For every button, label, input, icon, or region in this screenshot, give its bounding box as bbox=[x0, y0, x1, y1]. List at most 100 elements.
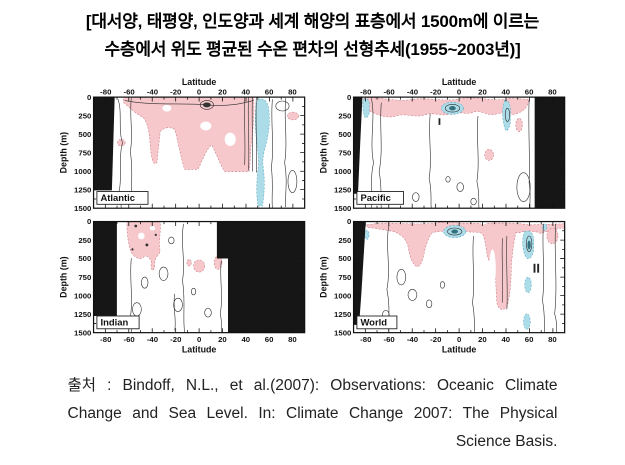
x-tick: 80 bbox=[288, 87, 297, 96]
warming-regions bbox=[116, 97, 299, 172]
panel-label: Indian bbox=[95, 315, 140, 329]
x-tick: -60 bbox=[123, 87, 134, 96]
x-tick: 80 bbox=[548, 87, 557, 96]
y-axis-label: Depth (m) bbox=[318, 132, 328, 173]
y-tick: 500 bbox=[78, 130, 91, 139]
contour-lines bbox=[381, 223, 557, 333]
x-tick: -80 bbox=[100, 87, 111, 96]
plot-frame bbox=[92, 96, 305, 209]
no-data-mask bbox=[353, 221, 366, 325]
y-tick: 1250 bbox=[334, 309, 351, 318]
x-tick: -20 bbox=[430, 87, 441, 96]
y-tick: 1250 bbox=[74, 185, 91, 194]
y-tick: 500 bbox=[338, 254, 351, 263]
title-line-2: 수층에서 위도 평균된 수온 편차의 선형추세(1955~2003년)] bbox=[104, 40, 521, 59]
y-axis-label: Depth (m) bbox=[58, 256, 68, 297]
cooling-regions bbox=[254, 98, 270, 207]
x-tick: 40 bbox=[501, 335, 510, 344]
x-tick: 0 bbox=[456, 87, 460, 96]
y-tick: 250 bbox=[338, 111, 351, 120]
x-tick: 0 bbox=[196, 87, 200, 96]
x-tick-labels: -80 -60 -40 -20 0 20 40 60 80 bbox=[360, 335, 557, 344]
citation-line-1: 출처 : Bindoff, N.L., et al.(2007): Observ… bbox=[67, 376, 558, 394]
y-tick: 250 bbox=[338, 235, 351, 244]
warming-regions bbox=[126, 221, 222, 273]
y-tick: 500 bbox=[338, 130, 351, 139]
citation-line-2: Change and Sea Level. In: Climate Change… bbox=[67, 404, 558, 422]
x-tick: 20 bbox=[218, 87, 227, 96]
y-tick: 750 bbox=[338, 148, 351, 157]
indian-panel: Indian -80 -60 -40 -20 0 20 40 60 80 Lat… bbox=[58, 217, 305, 354]
x-tick: -20 bbox=[170, 87, 181, 96]
x-tick: 40 bbox=[241, 335, 250, 344]
plot-frame bbox=[352, 220, 565, 333]
x-axis-label: Latitude bbox=[181, 344, 216, 354]
x-tick: 60 bbox=[524, 87, 533, 96]
x-tick: 40 bbox=[501, 87, 510, 96]
y-tick: 0 bbox=[347, 217, 351, 226]
no-data-mask bbox=[93, 97, 115, 191]
y-tick: 250 bbox=[78, 235, 91, 244]
title-line-1: [대서양, 태평양, 인도양과 세계 해양의 표층에서 1500m에 이르는 bbox=[85, 12, 540, 31]
source-citation: 출처 : Bindoff, N.L., et al.(2007): Observ… bbox=[68, 372, 558, 456]
warming-regions bbox=[366, 221, 565, 310]
y-tick: 1500 bbox=[334, 328, 351, 337]
y-tick: 1000 bbox=[334, 167, 351, 176]
figure-panels: Latitude -80 -60 -40 -20 0 20 40 60 80 0… bbox=[0, 76, 625, 358]
y-tick: 1500 bbox=[74, 204, 91, 213]
no-data-mask bbox=[353, 97, 565, 209]
y-tick: 500 bbox=[78, 254, 91, 263]
x-tick: -80 bbox=[100, 335, 111, 344]
x-tick-labels: -80 -60 -40 -20 0 20 40 60 80 bbox=[100, 87, 297, 96]
y-tick: 0 bbox=[347, 93, 351, 102]
x-tick: -80 bbox=[360, 87, 371, 96]
y-tick-labels: 0 250 500 750 1000 1250 1500 bbox=[334, 93, 351, 213]
x-tick: -40 bbox=[406, 87, 417, 96]
y-tick-labels: 0 250 500 750 1000 1250 1500 bbox=[74, 93, 91, 213]
y-tick: 750 bbox=[78, 272, 91, 281]
x-tick: -40 bbox=[146, 87, 157, 96]
x-tick: 40 bbox=[241, 87, 250, 96]
x-tick: 20 bbox=[478, 335, 487, 344]
y-tick: 0 bbox=[87, 93, 91, 102]
x-tick: -60 bbox=[383, 87, 394, 96]
x-tick: 0 bbox=[456, 335, 460, 344]
y-axis-label: Depth (m) bbox=[58, 132, 68, 173]
y-tick-labels: 0 250 500 750 1000 1250 1500 bbox=[74, 217, 91, 337]
cooling-regions bbox=[130, 224, 157, 251]
y-tick: 1500 bbox=[334, 204, 351, 213]
x-axis-label: Latitude bbox=[441, 344, 476, 354]
x-tick: 80 bbox=[288, 335, 297, 344]
x-tick: 60 bbox=[524, 335, 533, 344]
x-axis-label: Latitude bbox=[181, 77, 216, 87]
cooling-regions bbox=[362, 98, 511, 131]
x-tick: 0 bbox=[196, 335, 200, 344]
y-tick-labels: 0 250 500 750 1000 1250 1500 bbox=[334, 217, 351, 337]
x-tick: -40 bbox=[146, 335, 157, 344]
y-tick: 1000 bbox=[334, 291, 351, 300]
panel-name: Indian bbox=[100, 317, 128, 328]
no-data-mask bbox=[93, 221, 305, 333]
y-tick: 750 bbox=[78, 148, 91, 157]
x-tick: 60 bbox=[264, 87, 273, 96]
y-tick: 0 bbox=[87, 217, 91, 226]
x-tick: -40 bbox=[406, 335, 417, 344]
panel-label: Pacific bbox=[355, 191, 404, 205]
y-tick: 1250 bbox=[74, 309, 91, 318]
panel-name: World bbox=[360, 317, 387, 328]
y-tick: 1500 bbox=[74, 328, 91, 337]
plot-frame bbox=[92, 220, 305, 333]
x-tick: 80 bbox=[548, 335, 557, 344]
x-tick: -20 bbox=[430, 335, 441, 344]
y-tick: 250 bbox=[78, 111, 91, 120]
cooling-regions bbox=[363, 223, 547, 330]
y-tick: 750 bbox=[338, 272, 351, 281]
world-panel: World -80 -60 -40 -20 0 20 40 60 80 Lati… bbox=[318, 217, 565, 354]
x-tick: 60 bbox=[264, 335, 273, 344]
x-tick: 20 bbox=[478, 87, 487, 96]
plot-frame bbox=[352, 96, 565, 209]
pacific-panel: Latitude -80 -60 -40 -20 0 20 40 60 80 0… bbox=[318, 77, 565, 213]
x-axis-label: Latitude bbox=[441, 77, 476, 87]
x-tick: -20 bbox=[170, 335, 181, 344]
x-tick: -60 bbox=[123, 335, 134, 344]
